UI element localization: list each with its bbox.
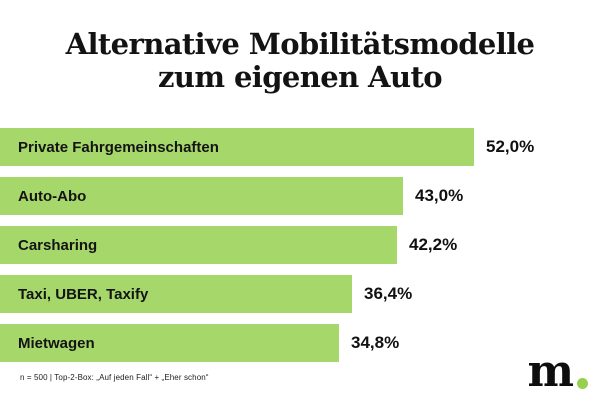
chart-title-line1: Alternative Mobilitätsmodelle <box>65 27 535 61</box>
bar-row: Taxi, UBER, Taxify 36,4% <box>0 275 600 313</box>
bar-category-label: Carsharing <box>18 236 98 254</box>
bar-row: Private Fahrgemeinschaften 52,0% <box>0 128 600 166</box>
bar-category-label: Auto-Abo <box>18 187 87 205</box>
bar-category-label: Mietwagen <box>18 334 95 352</box>
bar-row: Carsharing 42,2% <box>0 226 600 264</box>
bar: Carsharing <box>0 226 397 264</box>
bar-value-label: 42,2% <box>409 235 458 254</box>
bar-row: Mietwagen 34,8% <box>0 324 600 362</box>
bar: Auto-Abo <box>0 177 403 215</box>
bar-category-label: Taxi, UBER, Taxify <box>18 285 149 303</box>
bar-value-label: 43,0% <box>415 186 464 205</box>
bar-category-label: Private Fahrgemeinschaften <box>18 138 219 156</box>
chart-title-line2: zum eigenen Auto <box>158 60 443 94</box>
bar: Taxi, UBER, Taxify <box>0 275 352 313</box>
footnote: n = 500 | Top-2-Box: „Auf jeden Fall“ + … <box>20 373 209 382</box>
bar-value-label: 36,4% <box>364 284 413 303</box>
chart-title: Alternative Mobilitätsmodelle zum eigene… <box>0 28 600 94</box>
bar-value-label: 52,0% <box>486 137 535 156</box>
brand-logo-dot-icon <box>577 378 588 389</box>
bar: Mietwagen <box>0 324 339 362</box>
brand-logo-letter: m <box>527 346 574 397</box>
bar-row: Auto-Abo 43,0% <box>0 177 600 215</box>
brand-logo: m <box>527 350 588 394</box>
bar-chart: Private Fahrgemeinschaften 52,0% Auto-Ab… <box>0 128 600 373</box>
bar: Private Fahrgemeinschaften <box>0 128 474 166</box>
bar-value-label: 34,8% <box>351 333 400 352</box>
